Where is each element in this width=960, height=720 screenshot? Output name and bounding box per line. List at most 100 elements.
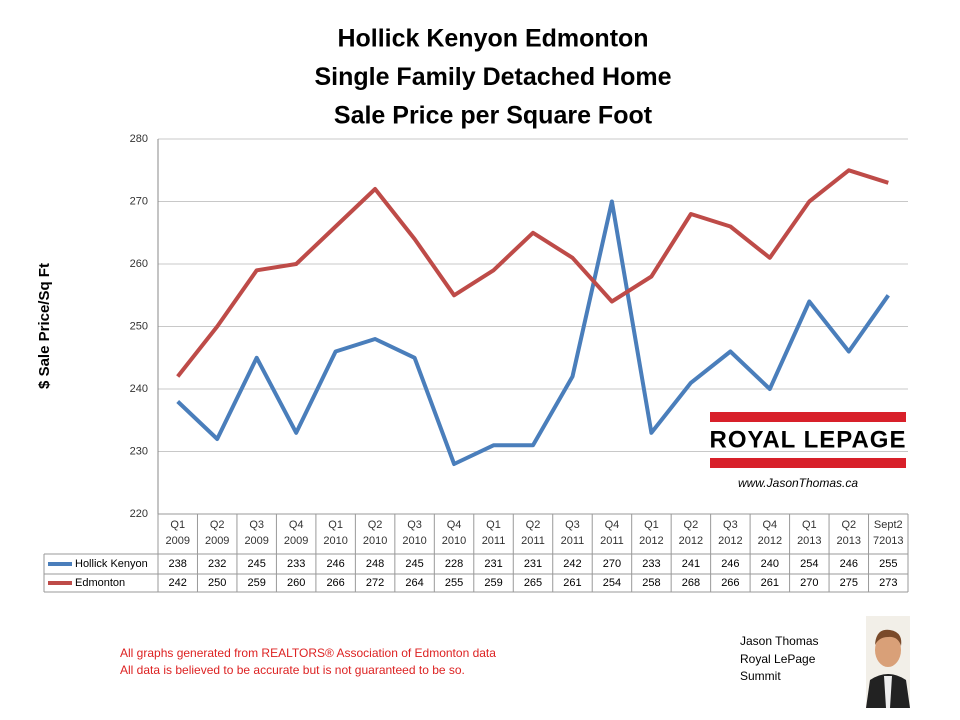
- x-tick-label: 2012: [639, 535, 663, 547]
- table-value: 255: [879, 558, 897, 570]
- table-value: 266: [326, 577, 344, 589]
- x-tick-label: Q3: [565, 519, 580, 531]
- logo-band: [710, 412, 906, 422]
- table-value: 261: [563, 577, 581, 589]
- x-tick-label: 2011: [482, 535, 506, 547]
- footer-note: All data is believed to be accurate but …: [120, 663, 465, 677]
- x-tick-label: Q3: [723, 519, 738, 531]
- y-tick-label: 250: [130, 320, 148, 332]
- x-tick-label: 2009: [165, 535, 189, 547]
- table-value: 266: [721, 577, 739, 589]
- table-value: 231: [484, 558, 502, 570]
- author: Royal LePage: [740, 652, 816, 666]
- table-value: 238: [169, 558, 187, 570]
- table-value: 250: [208, 577, 226, 589]
- logo-band: [710, 458, 906, 468]
- table-value: 231: [524, 558, 542, 570]
- chart-title: Single Family Detached Home: [314, 63, 671, 91]
- author: Summit: [740, 669, 781, 683]
- table-value: 254: [800, 558, 818, 570]
- table-value: 245: [248, 558, 266, 570]
- logo: ROYAL LEPAGE www.JasonThomas.ca: [708, 412, 908, 490]
- x-tick-label: 2011: [600, 535, 624, 547]
- y-tick-label: 260: [130, 258, 148, 270]
- x-tick-label: 2012: [679, 535, 703, 547]
- x-tick-label: Q4: [289, 519, 304, 531]
- table-value: 264: [405, 577, 423, 589]
- x-tick-label: 2010: [402, 535, 426, 547]
- x-tick-label: 2011: [521, 535, 545, 547]
- photo-hair: [875, 629, 902, 646]
- table-value: 268: [682, 577, 700, 589]
- chart-title: Sale Price per Square Foot: [334, 102, 653, 130]
- y-tick-label: 230: [130, 445, 148, 457]
- y-axis-label: $ Sale Price/Sq Ft: [36, 263, 53, 389]
- x-tick-label: Sept2: [874, 519, 903, 531]
- table-value: 265: [524, 577, 542, 589]
- x-tick-label: Q2: [526, 519, 541, 531]
- table-value: 270: [800, 577, 818, 589]
- table-value: 259: [484, 577, 502, 589]
- table-value: 245: [405, 558, 423, 570]
- x-tick-label: 2010: [323, 535, 347, 547]
- series-line: [176, 168, 889, 378]
- table-value: 254: [603, 577, 621, 589]
- x-tick-label: 2010: [442, 535, 466, 547]
- table-value: 259: [248, 577, 266, 589]
- x-tick-label: Q3: [407, 519, 422, 531]
- x-tick-label: Q1: [486, 519, 501, 531]
- x-tick-label: 2012: [718, 535, 742, 547]
- x-tick-label: 2011: [561, 535, 585, 547]
- x-tick-label: Q1: [802, 519, 817, 531]
- author: Jason Thomas: [740, 634, 819, 648]
- legend-label: Edmonton: [75, 577, 125, 589]
- table-value: 258: [642, 577, 660, 589]
- x-tick-label: 2009: [244, 535, 268, 547]
- table-value: 273: [879, 577, 897, 589]
- x-tick-label: Q2: [210, 519, 225, 531]
- x-tick-label: Q1: [328, 519, 343, 531]
- y-tick-label: 270: [130, 195, 148, 207]
- table-value: 275: [840, 577, 858, 589]
- x-tick-label: Q4: [762, 519, 777, 531]
- table-value: 270: [603, 558, 621, 570]
- y-tick-label: 240: [130, 383, 148, 395]
- x-tick-label: 2010: [363, 535, 387, 547]
- table-value: 246: [840, 558, 858, 570]
- logo-name: ROYAL LEPAGE: [710, 426, 907, 453]
- y-tick-label: 220: [130, 508, 148, 520]
- x-tick-label: 2013: [837, 535, 861, 547]
- logo-url: www.JasonThomas.ca: [738, 476, 858, 490]
- x-tick-label: 2013: [797, 535, 821, 547]
- x-tick-label: Q2: [684, 519, 699, 531]
- table-value: 242: [563, 558, 581, 570]
- chart-title: Hollick Kenyon Edmonton: [337, 25, 648, 53]
- footer-note: All graphs generated from REALTORS® Asso…: [120, 646, 496, 660]
- x-tick-label: Q2: [368, 519, 383, 531]
- table-value: 260: [287, 577, 305, 589]
- x-tick-label: Q1: [644, 519, 659, 531]
- x-tick-label: Q4: [447, 519, 462, 531]
- series-line: [176, 199, 890, 466]
- table-value: 233: [642, 558, 660, 570]
- table-value: 232: [208, 558, 226, 570]
- x-tick-label: Q3: [249, 519, 264, 531]
- x-tick-label: Q4: [605, 519, 620, 531]
- table-value: 240: [761, 558, 779, 570]
- table-value: 246: [326, 558, 344, 570]
- table-value: 246: [721, 558, 739, 570]
- table-value: 242: [169, 577, 187, 589]
- x-tick-label: Q2: [841, 519, 856, 531]
- x-tick-label: Q1: [170, 519, 185, 531]
- table-value: 233: [287, 558, 305, 570]
- table-value: 255: [445, 577, 463, 589]
- legend-label: Hollick Kenyon: [75, 558, 148, 570]
- photo-shirt: [884, 676, 892, 708]
- x-tick-label: 2012: [758, 535, 782, 547]
- x-tick-label: 2009: [205, 535, 229, 547]
- photo: [866, 616, 910, 708]
- table-value: 248: [366, 558, 384, 570]
- table-value: 228: [445, 558, 463, 570]
- table-value: 241: [682, 558, 700, 570]
